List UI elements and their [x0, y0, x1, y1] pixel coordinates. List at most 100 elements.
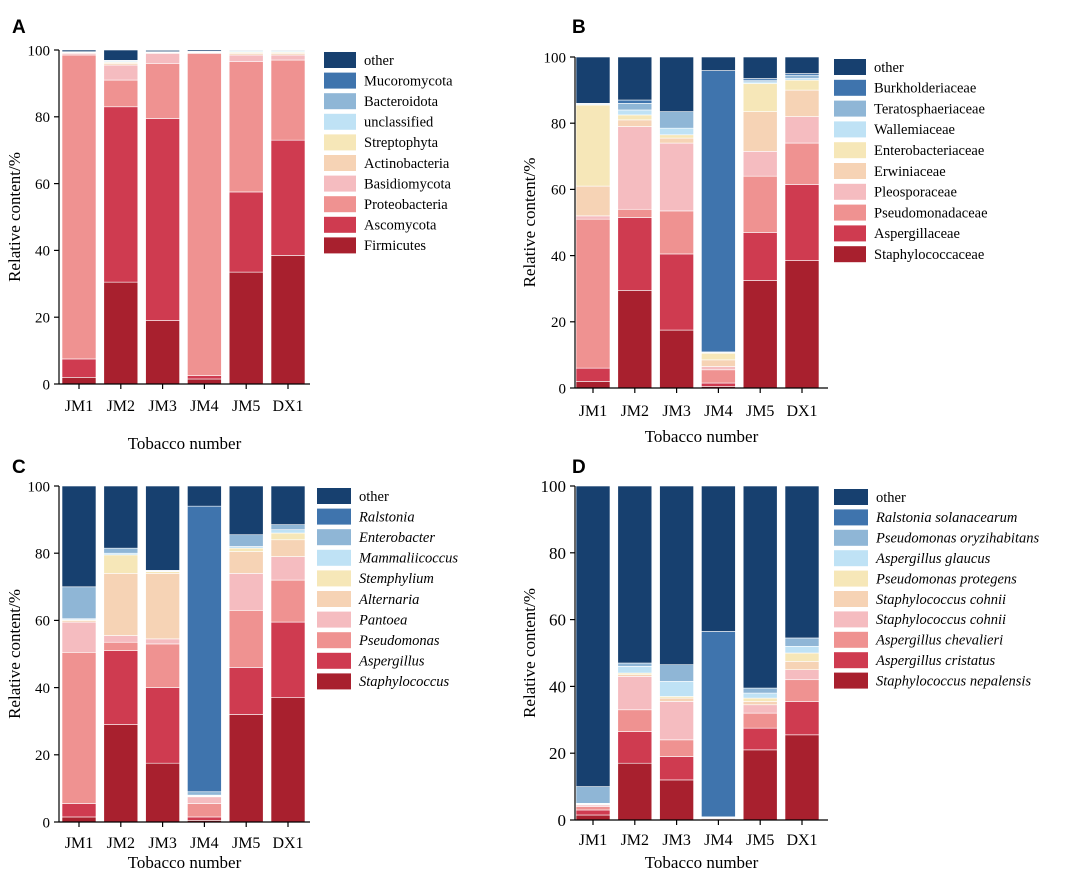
bar-segment: [784, 74, 820, 79]
legend-swatch: [834, 204, 866, 221]
bar-segment: [103, 79, 139, 108]
bar-segment: [145, 485, 180, 571]
legend-label: other: [874, 60, 904, 76]
bar-segment: [742, 485, 778, 689]
bar-segment: [701, 631, 736, 818]
y-tick-label: 80: [35, 110, 50, 126]
x-tick-label: JM4: [704, 403, 732, 420]
bar-segment: [784, 669, 820, 681]
legend: other Mucoromycota Bacteroidota unclassifie…: [324, 52, 453, 254]
bar-segment: [617, 119, 653, 127]
bar-segment: [617, 208, 653, 218]
bar-segment: [145, 638, 180, 645]
bar-segment: [701, 352, 736, 361]
bar-segment: [575, 814, 611, 821]
bar-segment: [187, 53, 222, 376]
bar-segment: [145, 687, 180, 764]
legend-swatch: [317, 673, 351, 690]
legend-label: Ralstonia: [358, 509, 415, 525]
legend-label: Pseudomonadaceae: [874, 205, 988, 221]
y-tick-label: 60: [35, 614, 50, 630]
legend-label: Proteobacteria: [364, 197, 448, 213]
bar-segment: [103, 64, 139, 81]
bar-segment: [659, 739, 694, 757]
chart-panel-d: D 0 20 40 60 80 100 JM1 JM2 JM3 JM4 JM5 DX1 Tobacco n…: [520, 457, 1040, 872]
y-tick-label: 80: [551, 116, 566, 132]
y-tick-label: 20: [551, 315, 566, 331]
legend-label: Aspergillaceae: [874, 226, 960, 242]
bar-segment: [784, 734, 820, 821]
legend-label: Teratosphaeriaceae: [874, 101, 985, 117]
bar-segment: [61, 49, 97, 52]
bar-segment: [187, 796, 222, 804]
legend-label: Mammaliicoccus: [358, 551, 458, 567]
bar-segment: [575, 367, 611, 382]
legend-swatch: [324, 216, 356, 233]
legend-label: Aspergillus chevalieri: [875, 633, 1003, 649]
bar-segment: [617, 290, 653, 389]
chart-panel-b: B 0 20 40 60 80 100 JM1 JM2 JM3 JM4 JM5 DX1 Tobacco n…: [520, 17, 988, 446]
bar-segment: [617, 485, 653, 664]
bar-segment: [742, 83, 778, 112]
bar-segment: [617, 103, 653, 111]
y-tick-label: 100: [541, 477, 567, 496]
y-axis-title: Relative content/%: [520, 588, 539, 718]
legend-swatch: [834, 591, 868, 607]
bar-segment: [742, 749, 778, 821]
bar-segment: [617, 109, 653, 116]
bar-segment: [659, 137, 694, 144]
bar-segment: [103, 573, 139, 636]
bar-segment: [575, 218, 611, 369]
x-tick-label: JM4: [704, 832, 732, 849]
bar-segment: [103, 49, 139, 61]
legend-label: Enterobacter: [358, 530, 435, 546]
bar-segment: [784, 260, 820, 389]
bar-segment: [617, 56, 653, 101]
bars: [61, 485, 306, 823]
x-axis-title: Tobacco number: [645, 853, 759, 872]
legend-swatch: [834, 672, 868, 689]
legend-label: Actinobacteria: [364, 156, 450, 172]
legend-swatch: [317, 508, 351, 525]
legend-swatch: [834, 611, 868, 628]
bars: [575, 485, 820, 821]
y-tick-label: 60: [549, 611, 566, 630]
x-tick-label: DX1: [786, 403, 817, 420]
bar-segment: [187, 505, 222, 793]
bar-segment: [742, 727, 778, 751]
bar-segment: [701, 56, 736, 71]
bar-segment: [659, 253, 694, 331]
y-tick-label: 100: [544, 50, 567, 66]
bar-segment: [659, 329, 694, 389]
x-tick-label: JM4: [190, 835, 218, 852]
bar-segment: [103, 547, 139, 554]
bar-segment: [575, 381, 611, 389]
bar-segment: [784, 646, 820, 654]
y-tick-label: 100: [28, 479, 51, 495]
bar-segment: [701, 485, 736, 632]
bar-segment: [701, 369, 736, 384]
y-tick-label: 0: [43, 377, 51, 393]
legend-label: Erwiniaceae: [874, 164, 946, 180]
x-tick-label: JM1: [65, 835, 93, 852]
bar-segment: [145, 762, 180, 823]
bar-segment: [61, 803, 97, 818]
legend-swatch: [834, 652, 868, 669]
bar-segment: [784, 79, 820, 91]
x-tick-label: JM1: [579, 403, 607, 420]
bar-segment: [575, 56, 611, 104]
legend-label: Aspergillus: [358, 654, 425, 670]
x-axis-title: Tobacco number: [645, 427, 759, 446]
legend-label: Ascomycota: [364, 218, 437, 234]
bar-segment: [742, 697, 778, 702]
bar-segment: [617, 99, 653, 104]
bar-segment: [742, 232, 778, 281]
x-tick-label: JM3: [148, 398, 176, 415]
legend-label: Pleosporaceae: [874, 185, 957, 201]
x-tick-label: JM2: [107, 835, 135, 852]
legend-swatch: [834, 550, 868, 567]
bar-segment: [659, 779, 694, 821]
y-tick-label: 80: [549, 544, 566, 563]
bar-segment: [228, 485, 264, 536]
